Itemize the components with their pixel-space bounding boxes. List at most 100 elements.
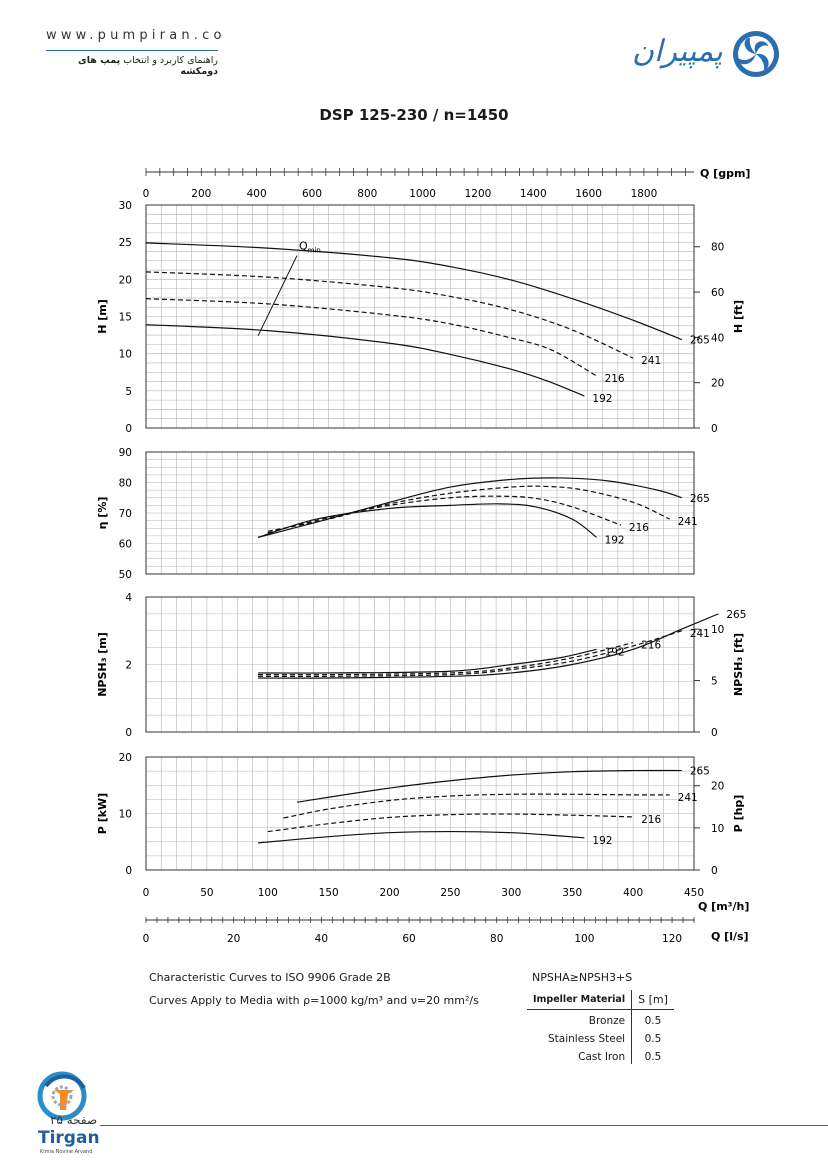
gpm-tick-label: 1600	[575, 188, 602, 200]
header-subtitle-regular: راهنمای کاربرد و انتخاب	[120, 55, 218, 66]
page-label: صفحه ۲۵	[50, 1113, 98, 1127]
m3h-tick-label: 100	[258, 887, 278, 899]
series-label-216: 216	[629, 522, 649, 534]
series-label-265: 265	[690, 335, 710, 347]
y-tick-label: 20	[119, 274, 132, 286]
y-axis-label: H [m]	[96, 299, 109, 334]
y2-tick-label: 60	[711, 287, 724, 299]
m3h-tick-label: 200	[380, 887, 400, 899]
gpm-axis-label: Q [gpm]	[700, 167, 750, 180]
ls-tick-label: 20	[227, 933, 240, 945]
series-curve-241	[145, 271, 634, 359]
m3h-axis-label: Q [m³/h]	[698, 900, 749, 913]
y-tick-label: 10	[119, 349, 132, 361]
y2-tick-label: 0	[711, 727, 718, 739]
y-tick-label: 90	[119, 447, 132, 459]
gpm-tick-label: 200	[191, 188, 211, 200]
panel-frame	[145, 756, 695, 871]
ls-tick-label: 60	[402, 933, 415, 945]
ls-tick-label: 40	[315, 933, 328, 945]
material-cell: Bronze	[588, 1015, 626, 1027]
y2-axis-label: NPSH₃ [ft]	[732, 633, 745, 696]
brand-logo	[628, 28, 784, 84]
ls-tick-label: 120	[662, 933, 682, 945]
m3h-tick-label: 250	[440, 887, 460, 899]
material-cell: Stainless Steel	[548, 1033, 626, 1045]
qmin-label-subscript: min	[308, 247, 321, 255]
series-curve-216	[258, 641, 634, 676]
series-curve-192	[258, 648, 597, 674]
header-divider	[46, 50, 218, 51]
footer-note-media: Curves Apply to Media with ρ=1000 kg/m³ …	[149, 994, 479, 1007]
pump-logo-icon	[733, 31, 779, 77]
header-subtitle-bold: پمپ های دومکشه	[77, 55, 218, 77]
brand-name: Tirgan	[38, 1128, 100, 1148]
y2-tick-label: 10	[711, 823, 724, 835]
series-label-241: 241	[690, 628, 710, 640]
series-curve-241	[283, 793, 670, 819]
y-tick-label: 5	[125, 386, 132, 398]
series-curve-216	[267, 495, 622, 534]
material-cell: Cast Iron	[578, 1051, 626, 1063]
qmin-line	[257, 255, 298, 337]
npsh-equation: NPSHA≥NPSH3+S	[532, 971, 633, 984]
qmin-label: Qmin	[299, 240, 321, 255]
m3h-tick-label: 400	[623, 887, 643, 899]
ls-axis-label: Q [l/s]	[711, 930, 749, 943]
gpm-tick-label: 1400	[520, 188, 547, 200]
ls-tick-label: 80	[490, 933, 503, 945]
impeller-material-table: Impeller Material S [m] Bronze 0.5 Stain…	[527, 990, 674, 1064]
series-curve-265	[145, 242, 683, 341]
series-label-192: 192	[592, 393, 612, 405]
table-header-row: Impeller Material S [m]	[527, 990, 674, 1010]
y-tick-label: 4	[125, 592, 132, 604]
y-tick-label: 10	[119, 809, 132, 821]
panel-frame	[145, 451, 695, 575]
footer-note-iso: Characteristic Curves to ISO 9906 Grade …	[149, 971, 391, 984]
series-label-216: 216	[641, 640, 661, 652]
table-row: Cast Iron 0.5	[527, 1046, 674, 1064]
y-tick-label: 15	[119, 312, 132, 324]
footer-divider	[100, 1125, 828, 1126]
series-label-241: 241	[678, 792, 698, 804]
y-tick-label: 0	[125, 423, 132, 435]
m3h-tick-label: 300	[501, 887, 521, 899]
y2-tick-label: 40	[711, 332, 724, 344]
y-tick-label: 60	[119, 539, 132, 551]
table-row: Stainless Steel 0.5	[527, 1028, 674, 1046]
series-label-216: 216	[641, 814, 661, 826]
series-curve-216	[145, 298, 597, 377]
series-label-192: 192	[592, 835, 612, 847]
chart-title: DSP 125-230 / n=1450	[319, 106, 509, 124]
y-tick-label: 2	[125, 660, 132, 672]
y-axis-label: η [%]	[96, 497, 109, 530]
y-tick-label: 50	[119, 569, 132, 581]
gpm-tick-label: 0	[143, 188, 150, 200]
y-tick-label: 20	[119, 752, 132, 764]
panel-frame	[145, 596, 695, 733]
gpm-tick-label: 800	[357, 188, 377, 200]
gpm-tick-label: 1000	[409, 188, 436, 200]
table-header-material: Impeller Material	[527, 990, 632, 1010]
y2-axis-label: P [hp]	[732, 795, 745, 833]
series-curve-265	[257, 477, 683, 538]
y-tick-label: 30	[119, 200, 132, 212]
gpm-tick-label: 1800	[631, 188, 658, 200]
series-curve-241	[258, 630, 683, 678]
y-tick-label: 0	[125, 727, 132, 739]
y-tick-label: 25	[119, 237, 132, 249]
series-curve-192	[145, 324, 585, 397]
gpm-tick-label: 400	[247, 188, 267, 200]
y2-tick-label: 20	[711, 378, 724, 390]
y2-tick-label: 0	[711, 865, 718, 877]
y-axis-label: P [kW]	[96, 793, 109, 834]
header-subtitle: راهنمای کاربرد و انتخاب پمپ های دومکشه	[46, 55, 218, 77]
series-curve-241	[267, 485, 670, 532]
m3h-tick-label: 450	[684, 887, 704, 899]
y-tick-label: 0	[125, 865, 132, 877]
series-label-241: 241	[678, 516, 698, 528]
y-axis-label: NPSH₃ [m]	[96, 632, 109, 697]
y2-tick-label: 5	[711, 676, 718, 688]
tirgan-logo	[34, 1066, 98, 1156]
